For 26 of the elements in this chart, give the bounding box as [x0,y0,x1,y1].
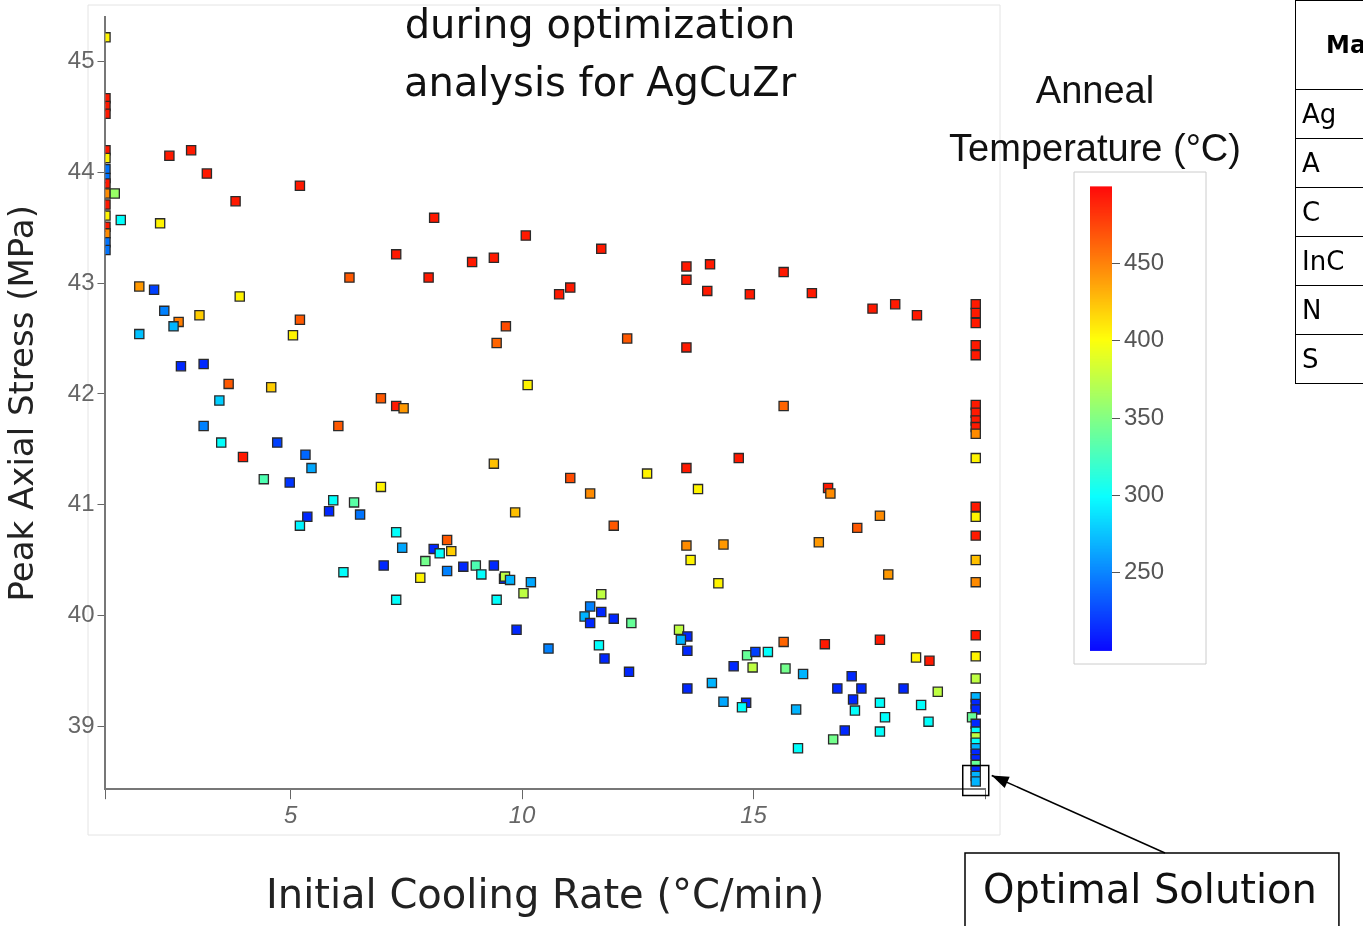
text: S [1295,334,1363,384]
x-tick-label: 15 [740,801,768,829]
text: N [1295,285,1363,335]
color-bar-label: 400 [1124,325,1165,353]
text: A [1295,138,1363,188]
x-tick-label: 5 [283,801,298,829]
color-bar-label: 250 [1124,557,1165,585]
y-tick-label: 42 [67,378,95,406]
annotation: Optimal Solution [983,866,1317,913]
x-tick-label: 10 [508,801,537,829]
color-bar-label: 350 [1124,402,1165,430]
x-axis-title: Initial Cooling Rate (°C/min) [266,871,825,918]
y-tick-label: 44 [67,157,95,185]
text: C [1295,187,1363,237]
text: InC [1295,236,1363,286]
y-tick-label: 43 [67,267,95,295]
color-bar-title: Anneal Temperature (°C) [949,69,1241,170]
y-tick-label: 41 [67,489,95,517]
y-tick-label: 39 [67,710,95,738]
y-tick-label: 45 [67,46,95,74]
color-bar-label: 300 [1124,479,1165,507]
color-bar-label: 450 [1124,248,1165,276]
y-axis-title: Peak Axial Stress (MPa) [1,205,42,602]
text: Ag [1295,89,1363,139]
y-tick-label: 40 [67,599,95,627]
chart-title: during optimization analysis for AgCuZr [403,1,797,106]
